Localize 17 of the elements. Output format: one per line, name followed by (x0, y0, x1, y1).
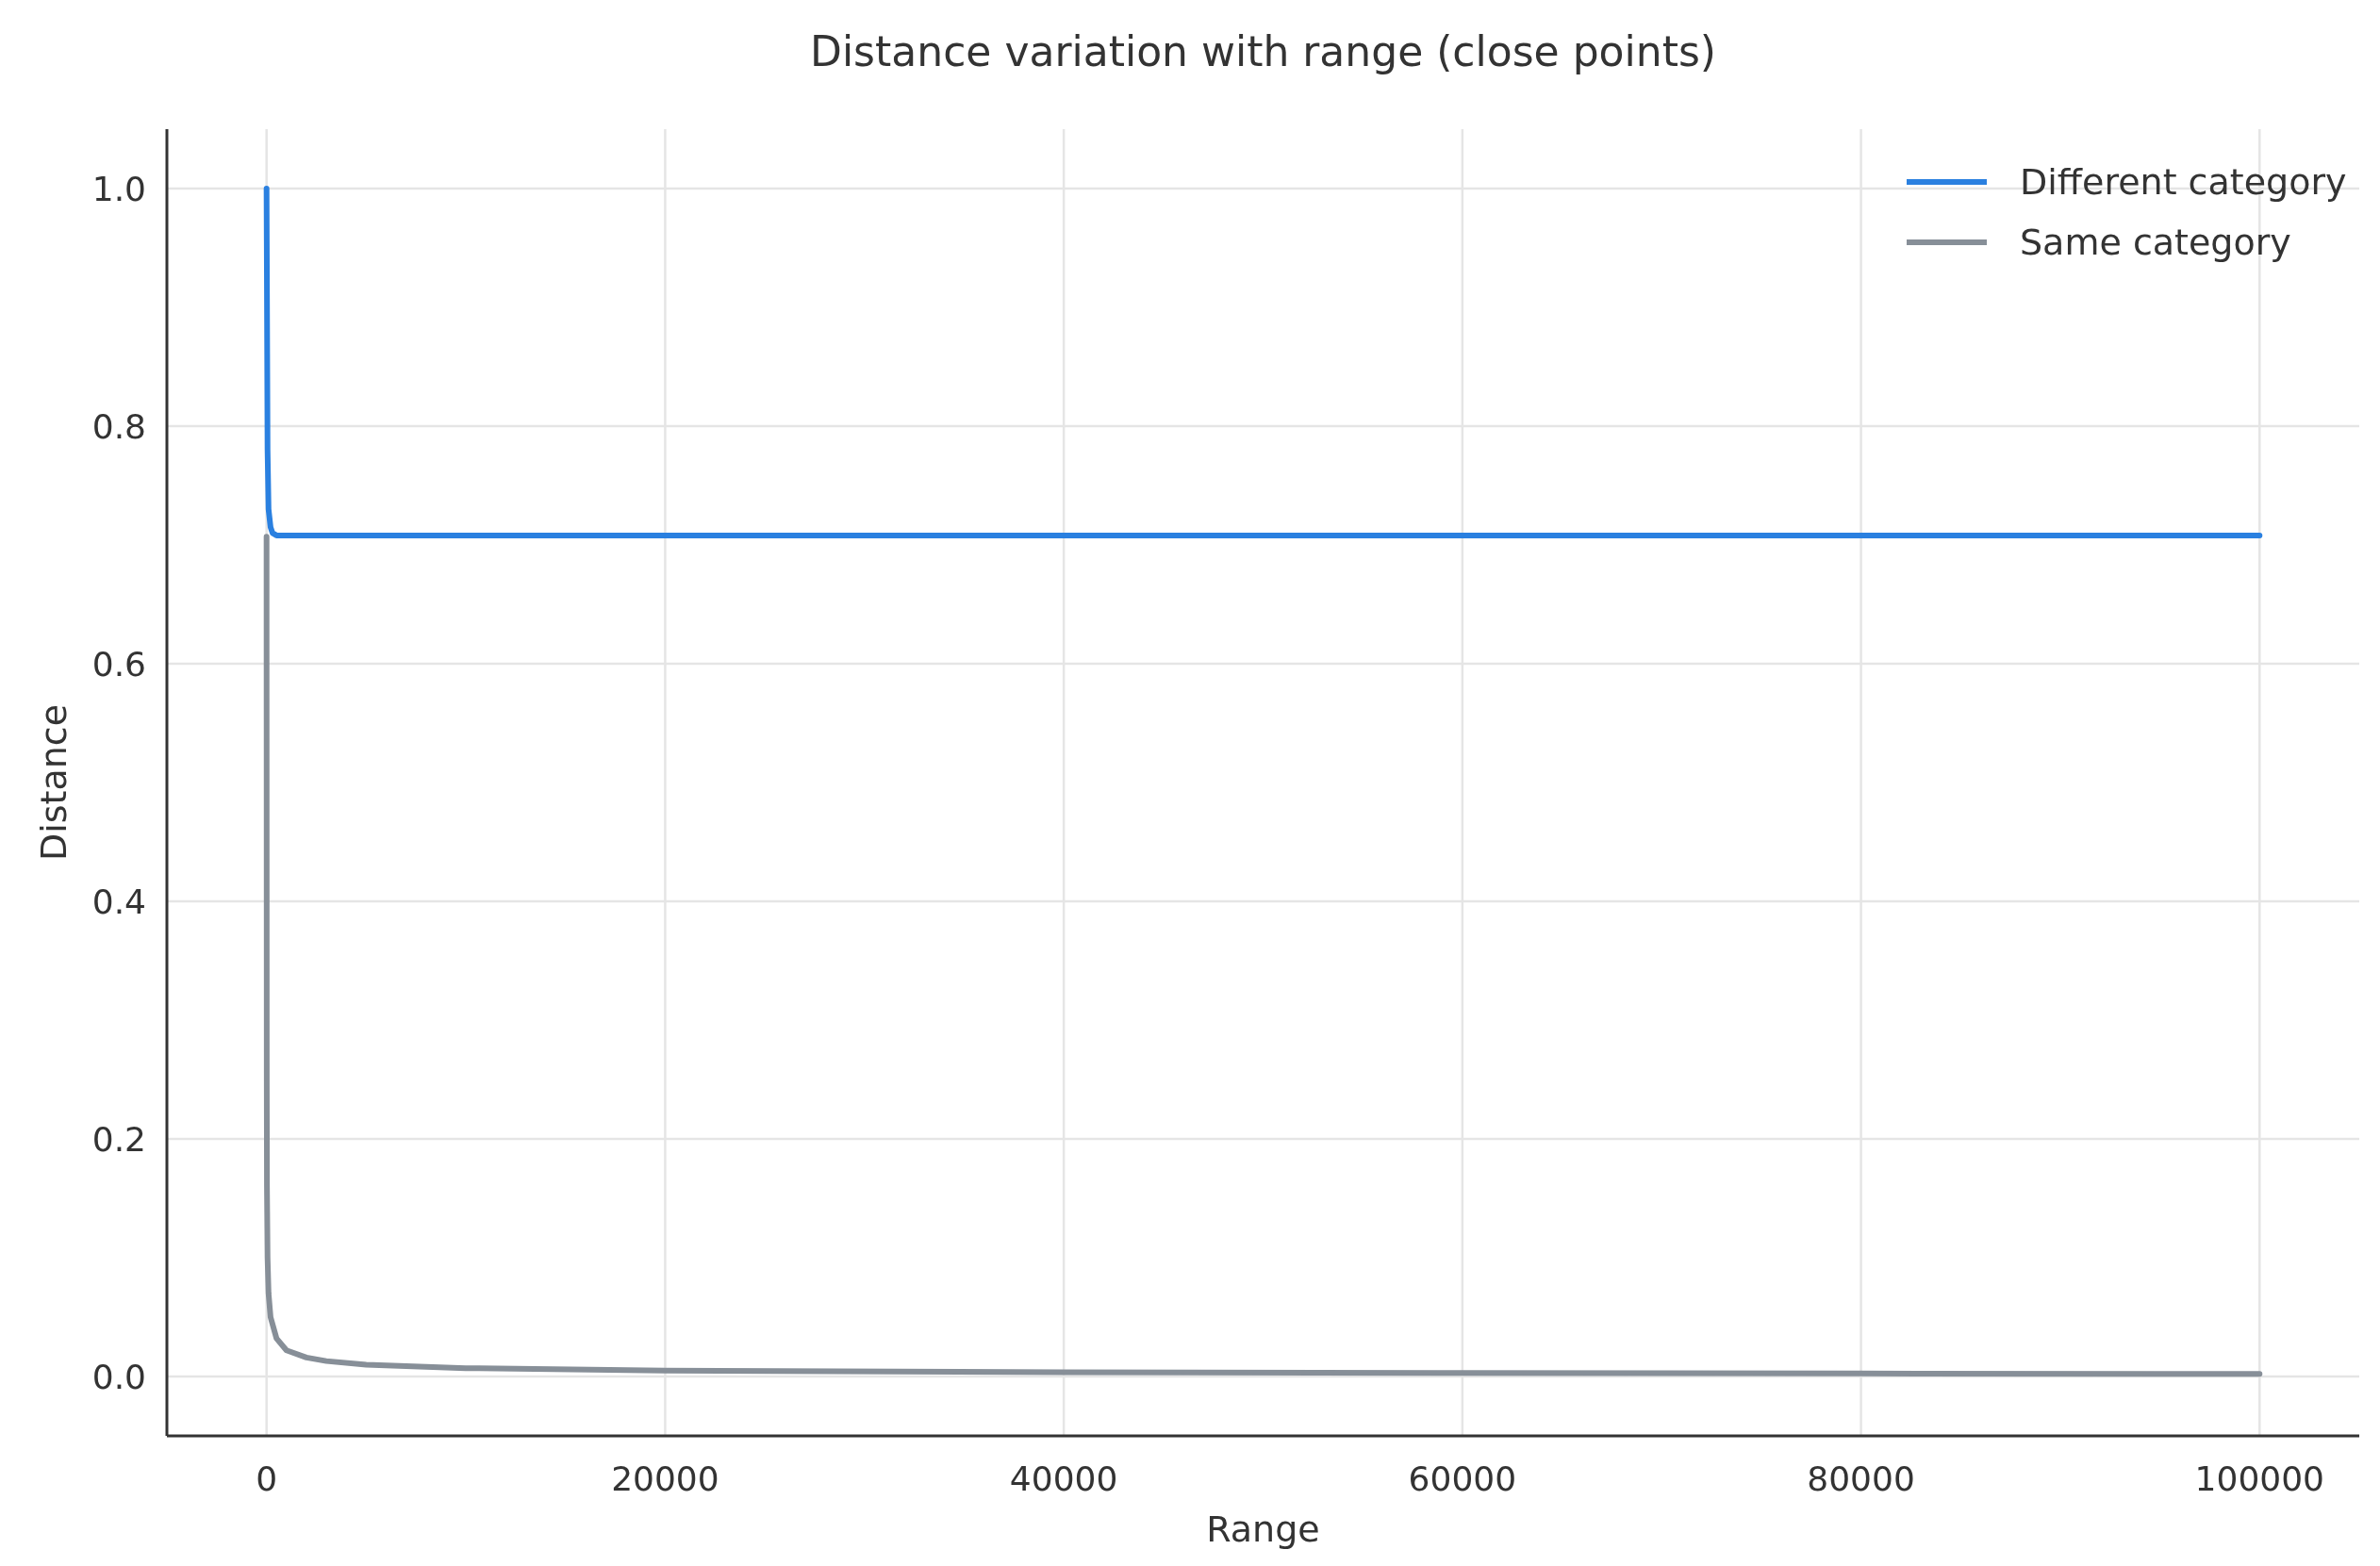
y-tick-label: 0.8 (91, 406, 146, 446)
y-tick-label: 0.6 (91, 644, 146, 684)
chart-title: Distance variation with range (close points) (810, 27, 1716, 75)
x-tick-label: 0 (256, 1459, 278, 1498)
x-axis-title: Range (1206, 1508, 1320, 1550)
legend-label: Same category (2020, 222, 2291, 264)
x-tick-label: 20000 (611, 1459, 719, 1498)
y-axis-title: Distance (33, 703, 74, 862)
x-tick-label: 80000 (1807, 1459, 1915, 1498)
x-tick-label: 100000 (2194, 1459, 2325, 1498)
y-tick-label: 1.0 (91, 169, 146, 208)
y-tick-label: 0.4 (91, 882, 146, 921)
legend-label: Different category (2020, 161, 2347, 204)
x-tick-label: 60000 (1408, 1459, 1517, 1498)
y-tick-label: 0.0 (91, 1357, 146, 1396)
y-tick-label: 0.2 (91, 1119, 146, 1159)
x-tick-label: 40000 (1009, 1459, 1118, 1498)
